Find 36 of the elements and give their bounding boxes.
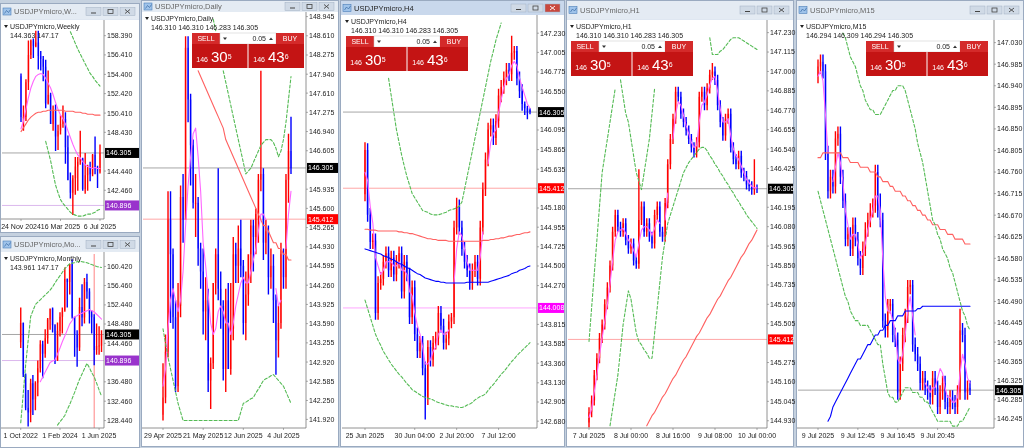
candlestick <box>847 227 849 247</box>
annotation: 43$^{6}$ <box>268 48 289 65</box>
line-series <box>45 140 101 217</box>
annotation: 30$^{5}$ <box>365 51 386 68</box>
candlestick <box>89 161 91 182</box>
annotation: 30$^{5}$ <box>211 48 232 65</box>
candlestick <box>817 59 819 84</box>
candlestick <box>182 173 184 243</box>
candlestick <box>84 153 86 194</box>
line-series <box>39 308 103 383</box>
candlestick <box>81 284 83 327</box>
line-series <box>20 72 101 170</box>
candlestick <box>47 70 49 105</box>
line-series <box>56 362 103 426</box>
candlestick <box>35 30 37 48</box>
line-series <box>197 70 292 261</box>
line-series <box>364 228 531 242</box>
candlestick <box>969 380 971 395</box>
line-series <box>69 31 101 87</box>
candlestick <box>98 326 100 355</box>
line-series <box>817 190 971 427</box>
annotation: 30$^{5}$ <box>590 56 611 73</box>
candlestick <box>32 374 34 415</box>
annotation: 43$^{6}$ <box>652 56 673 73</box>
line-series <box>162 328 292 422</box>
candlestick <box>270 248 272 289</box>
line-series <box>646 229 758 427</box>
candlestick <box>265 219 267 255</box>
line-series <box>20 109 101 133</box>
candlestick <box>290 116 292 174</box>
annotation: 30$^{5}$ <box>885 56 906 73</box>
line-series <box>609 146 758 427</box>
line-series <box>364 299 531 409</box>
annotation: 43$^{6}$ <box>947 56 968 73</box>
annotation: 43$^{6}$ <box>427 51 448 68</box>
line-series <box>817 152 971 245</box>
